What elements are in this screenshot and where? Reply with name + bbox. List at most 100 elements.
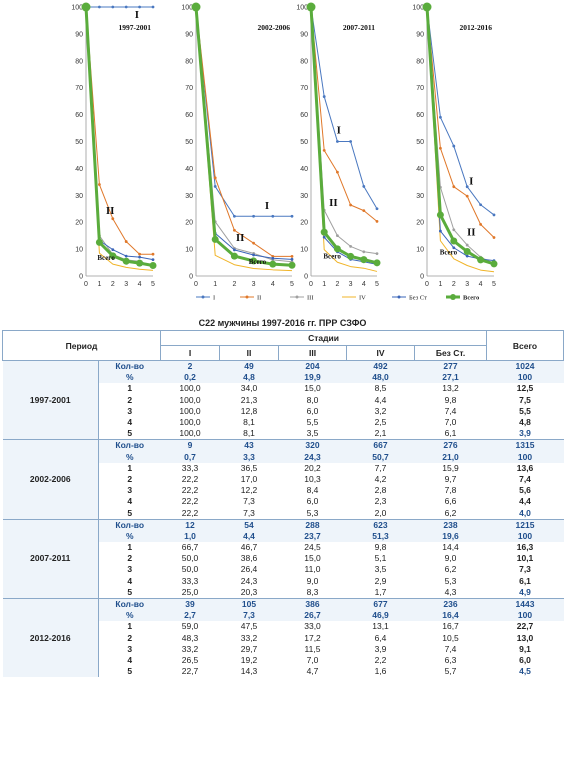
- table-cell: 17,2: [304, 632, 321, 643]
- series-annotation: II: [467, 227, 476, 239]
- table-cell: 20,2: [304, 462, 321, 473]
- y-tick-label: 20: [75, 220, 83, 227]
- panel-title: 2007-2011: [343, 23, 375, 32]
- row-label: 1: [127, 542, 133, 553]
- table-cell: 2,2: [374, 654, 387, 665]
- data-point: [151, 5, 155, 9]
- table-row: % 2,7 7,3 26,7 46,9 16,4 100: [3, 610, 564, 622]
- table-cell: 59,0: [181, 621, 199, 632]
- y-tick-label: 90: [416, 31, 424, 38]
- total-header: Всего: [486, 330, 565, 361]
- series-line: [426, 6, 495, 262]
- table-cell: 100,0: [179, 394, 201, 405]
- series-line: [310, 6, 378, 222]
- period-cell: 2007-2011: [2, 518, 99, 599]
- data-point: [95, 238, 103, 246]
- data-point: [306, 2, 316, 12]
- table-row: 4 33,3 24,3 9,0 2,9 5,3 6,1: [3, 576, 564, 587]
- table-cell: 50,0: [181, 553, 199, 564]
- table-cell: 4,4: [374, 394, 387, 405]
- row-label: 5: [127, 507, 133, 518]
- data-point: [149, 262, 157, 270]
- total-cell: 7,3: [519, 564, 531, 575]
- table-row: 4 26,5 19,2 7,0 2,2 6,3 6,0: [3, 655, 564, 666]
- row-label: Кол-во: [98, 597, 161, 611]
- stage-header-2: II: [219, 345, 280, 361]
- x-tick-label: 0: [84, 281, 88, 288]
- table-row: 2007-2011 Кол-во 12 54 288 623 238 1215: [2, 518, 564, 599]
- legend-marker: [295, 295, 299, 299]
- row-label: 4: [127, 575, 133, 586]
- total-cell: 3,9: [519, 428, 531, 439]
- table-cell: 238: [414, 518, 487, 531]
- table-cell: 26,7: [278, 610, 347, 622]
- table-row: 5 22,7 14,3 4,7 1,6 5,7 4,5: [3, 666, 564, 677]
- table-cell: 33,3: [181, 462, 199, 473]
- table-cell: 17,0: [240, 473, 258, 484]
- table-cell: 33,3: [181, 575, 199, 586]
- data-point: [250, 257, 258, 265]
- total-cell: 10,1: [516, 553, 534, 564]
- data-point: [422, 2, 432, 12]
- table-cell: 386: [278, 597, 347, 611]
- y-tick-label: 80: [416, 58, 424, 65]
- period-cell: 1997-2001: [2, 359, 99, 440]
- period-cell: 2002-2006: [2, 439, 99, 520]
- data-point: [349, 203, 352, 207]
- table-cell: 22,2: [181, 496, 199, 507]
- table-row: 3 22,2 12,2 8,4 2,8 7,8 5,6: [3, 485, 564, 496]
- table-cell: 8,3: [306, 586, 319, 597]
- y-tick-label: 100: [412, 5, 424, 12]
- table-cell: 27,1: [414, 372, 487, 384]
- total-cell: 4,8: [519, 417, 531, 428]
- table-cell: 12,8: [240, 405, 258, 416]
- x-tick-label: 5: [151, 281, 155, 288]
- row-label: %: [98, 610, 161, 622]
- table-row: 2 22,2 17,0 10,3 4,2 9,7 7,4: [3, 474, 564, 485]
- table-cell: 7,4: [444, 405, 457, 416]
- table-cell: 38,6: [240, 553, 258, 564]
- table-cell: 5,3: [306, 507, 319, 518]
- x-tick-label: 4: [138, 281, 142, 288]
- x-tick-label: 2: [452, 281, 456, 288]
- row-label: 5: [127, 586, 133, 597]
- total-cell: 100: [486, 530, 564, 542]
- table-cell: 23,7: [278, 530, 347, 542]
- x-tick-label: 3: [465, 281, 469, 288]
- series-annotation: I: [265, 200, 269, 212]
- data-point: [347, 252, 355, 260]
- data-point: [271, 214, 275, 218]
- table-cell: 19,6: [414, 530, 487, 542]
- table-row: 2 50,0 38,6 15,0 5,1 9,0 10,1: [3, 553, 564, 564]
- y-tick-label: 50: [185, 139, 193, 146]
- data-point: [336, 170, 339, 174]
- table-cell: 4,4: [219, 530, 279, 542]
- table-row: 5 22,2 7,3 5,3 2,0 6,2 4,0: [3, 507, 564, 519]
- row-label: Кол-во: [98, 518, 161, 531]
- table-row: 4 22,2 7,3 6,0 2,3 6,6 4,4: [3, 496, 564, 507]
- table-cell: 6,1: [444, 428, 457, 439]
- y-tick-label: 0: [189, 274, 193, 281]
- table-cell: 276: [414, 439, 487, 452]
- total-cell: 4,5: [519, 666, 531, 677]
- data-point: [290, 254, 294, 258]
- row-label: 5: [127, 666, 133, 677]
- table-cell: 100,0: [179, 428, 201, 439]
- data-point: [349, 140, 352, 143]
- data-point: [336, 234, 339, 238]
- y-tick-label: 40: [75, 166, 83, 173]
- data-point: [109, 252, 117, 260]
- table-cell: 66,7: [181, 542, 199, 553]
- data-point: [290, 214, 294, 218]
- data-point: [492, 213, 496, 217]
- table-row: 5 25,0 20,3 8,3 1,7 4,3 4,9: [3, 587, 564, 599]
- period-cell: 2012-2016: [2, 597, 99, 678]
- table-cell: 6,2: [444, 507, 457, 518]
- data-point: [362, 209, 366, 213]
- panel-title: 1997-2001: [119, 23, 152, 32]
- row-label: Кол-во: [98, 360, 161, 373]
- data-point: [233, 248, 236, 252]
- data-point: [322, 95, 326, 98]
- data-point: [349, 245, 352, 248]
